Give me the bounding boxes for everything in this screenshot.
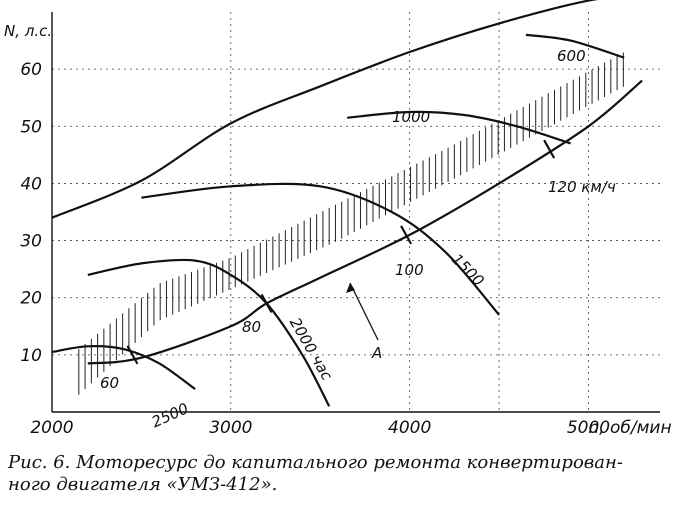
leader-line-A	[349, 282, 379, 341]
speed-label-60: 60	[100, 374, 119, 392]
y-axis-label: N, л.с.	[4, 22, 52, 40]
y-tick-label: 40	[20, 174, 42, 194]
speed-label-100: 100	[395, 261, 424, 279]
resource-curve-1500	[141, 182, 500, 316]
full-power-curve	[51, 0, 599, 219]
resource-curve-600	[525, 33, 625, 59]
curve-label-A: A	[371, 344, 382, 362]
resource-curve-2000-час	[87, 258, 331, 407]
road-load-curve-A	[87, 79, 643, 365]
motor-resource-chart: 2000 3000 4000 5000 10 20 30 40 50 60 N, л.с. n, …	[4, 0, 672, 438]
caption-line-1: Рис. 6. Моторесурс до капитального ремон…	[8, 452, 623, 473]
x-tick-label: 3000	[209, 418, 252, 438]
curve-label-600: 600	[557, 47, 586, 65]
speed-mark	[260, 293, 273, 313]
y-tick-label: 30	[20, 232, 42, 252]
x-tick-label: 4000	[388, 418, 431, 438]
resource-curve-1000	[347, 110, 571, 145]
curve-label-1500: 1500	[448, 250, 488, 290]
resource-curve-2500	[51, 345, 196, 391]
curve-label-1000: 1000	[392, 108, 430, 126]
y-tick-label: 50	[20, 117, 42, 137]
caption-line-2: ного двигателя «УМЗ-412».	[8, 474, 278, 495]
x-tick-label: 2000	[30, 418, 73, 438]
curve-label-2500: 2500	[149, 399, 191, 431]
y-tick-label: 10	[20, 346, 42, 366]
leader-arrowhead-A	[346, 283, 355, 293]
curve-label-2000-hours: 2000 час	[286, 315, 337, 385]
speed-mark	[126, 345, 139, 365]
speed-label-80: 80	[242, 318, 261, 336]
y-tick-label: 20	[20, 289, 42, 309]
figure-caption: Рис. 6. Моторесурс до капитального ремон…	[8, 452, 688, 496]
hatch-band	[78, 52, 624, 395]
x-tick-label: 5000	[567, 418, 610, 438]
speed-mark	[400, 225, 413, 245]
y-tick-label: 60	[20, 60, 42, 80]
grid	[51, 12, 660, 413]
speed-label-120: 120 км/ч	[548, 178, 616, 196]
tick-labels: 2000 3000 4000 5000 10 20 30 40 50 60	[20, 60, 610, 438]
x-axis-label: n, об/мин	[588, 418, 671, 438]
speed-mark	[543, 139, 556, 159]
curves	[51, 0, 643, 407]
speed-marks	[126, 139, 556, 365]
